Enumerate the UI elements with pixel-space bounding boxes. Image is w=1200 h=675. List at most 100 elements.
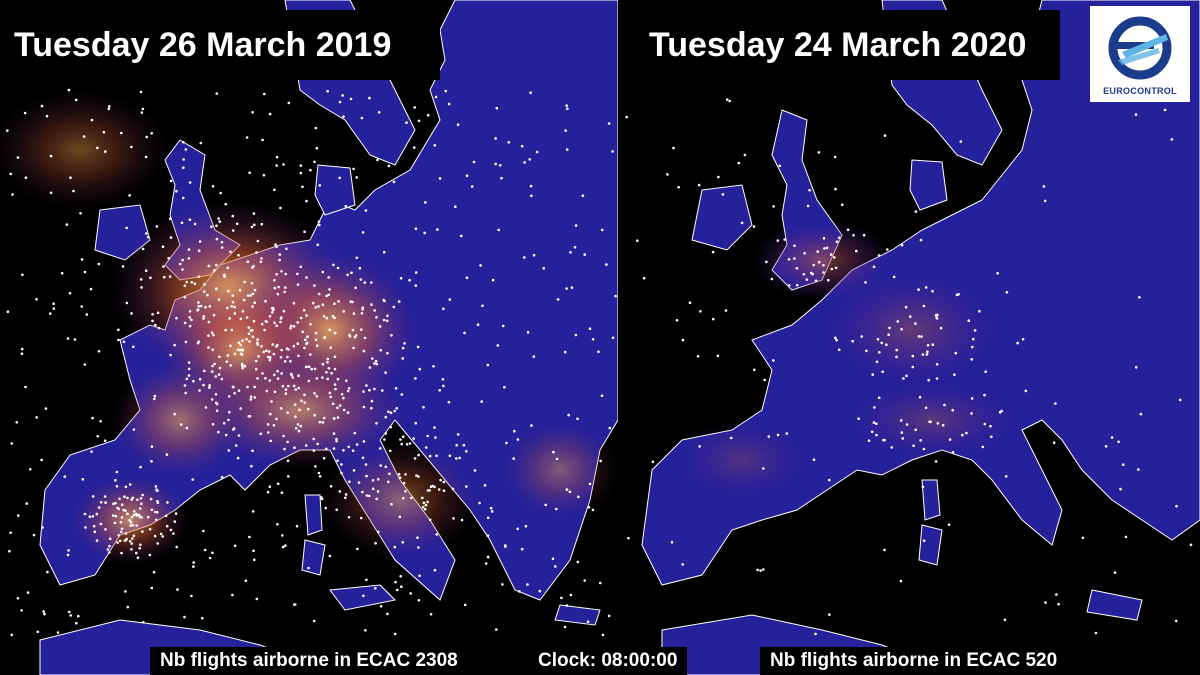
flight-dot [349, 300, 353, 303]
flight-dot [284, 544, 287, 547]
flight-dot [905, 423, 909, 426]
flight-dot [297, 374, 300, 378]
flight-dot [251, 292, 255, 296]
flight-dot [414, 377, 417, 380]
flight-dot [156, 499, 159, 503]
flight-dot [91, 495, 95, 498]
flight-dot [202, 315, 206, 318]
flight-dot [268, 315, 272, 318]
flight-dot [895, 355, 898, 359]
flight-dot [384, 371, 387, 374]
flight-dot [152, 570, 156, 574]
flight-dot [273, 279, 276, 282]
flight-dot [130, 498, 133, 501]
flight-dot [284, 272, 288, 276]
flight-dot [45, 114, 49, 118]
flight-dot [46, 570, 49, 574]
flight-dot [1124, 535, 1128, 539]
flight-dot [410, 496, 413, 500]
flight-dot [309, 168, 312, 172]
flight-dot [104, 528, 107, 531]
flight-dot [438, 177, 442, 180]
flight-dot [883, 134, 887, 137]
flight-dot [9, 172, 12, 176]
flight-dot [256, 239, 260, 243]
flight-dot [357, 481, 361, 484]
flight-dot [697, 183, 701, 187]
flight-dot [835, 240, 839, 243]
flight-dot [183, 615, 186, 619]
flight-dot [207, 334, 210, 337]
flight-dot [256, 377, 259, 380]
flight-dot [197, 301, 200, 304]
flight-dot [342, 449, 345, 452]
flight-dot [183, 321, 187, 325]
flight-dot [607, 122, 611, 125]
flight-dot [83, 363, 87, 366]
flight-dot [89, 287, 93, 291]
flight-dot [142, 621, 145, 624]
flight-dot [560, 596, 563, 600]
flight-dot [204, 305, 207, 309]
flight-dot [426, 113, 430, 117]
flight-dot [20, 352, 24, 356]
flight-dot [161, 535, 164, 538]
flight-dot [555, 457, 559, 461]
flight-dot [141, 530, 144, 533]
flight-dot [772, 205, 775, 208]
flight-dot [462, 443, 466, 447]
flight-dot [795, 267, 799, 270]
flight-dot [290, 373, 294, 377]
flight-dot [371, 479, 375, 482]
flight-dot [74, 98, 78, 102]
flight-dot [399, 277, 403, 280]
flight-dot [207, 264, 211, 268]
flight-dot [364, 209, 368, 212]
flight-dot [316, 442, 320, 446]
flight-dot [368, 388, 371, 392]
flight-dot [263, 92, 266, 96]
flight-dot [452, 517, 455, 520]
flight-dot [16, 597, 20, 600]
flight-dot [885, 343, 888, 347]
flight-dot [408, 442, 412, 445]
flight-dot [206, 293, 209, 297]
flight-dot [260, 257, 263, 260]
flight-dot [117, 328, 120, 332]
flight-dot [237, 253, 240, 257]
flight-dot [272, 352, 276, 356]
flight-dot [361, 456, 365, 460]
flight-dot [188, 218, 192, 221]
flight-dot [409, 592, 413, 595]
flight-dot [365, 578, 368, 582]
flight-dot [201, 616, 204, 620]
flight-dot [298, 408, 301, 412]
flight-dot [181, 196, 185, 200]
flight-dot [901, 437, 905, 440]
flight-dot [181, 258, 184, 262]
flight-dot [318, 420, 322, 424]
flight-dot [363, 281, 367, 284]
flight-dot [212, 333, 215, 337]
flight-dot [374, 359, 378, 363]
flight-dot [333, 331, 337, 335]
flight-dot [232, 427, 236, 430]
flight-dot [239, 317, 243, 321]
flight-dot [193, 282, 197, 286]
flight-dot [332, 447, 336, 450]
flight-dot [470, 185, 474, 188]
flight-dot [145, 135, 148, 139]
flight-dot [1003, 618, 1007, 622]
flight-dot [313, 367, 317, 371]
flight-dot [21, 273, 24, 277]
flight-dot [1117, 440, 1120, 444]
flight-dot [1081, 536, 1085, 540]
flight-dot [156, 511, 159, 514]
flight-dot [931, 343, 935, 347]
flight-dot [827, 278, 830, 282]
flight-dot [280, 372, 283, 375]
flight-dot [185, 280, 188, 284]
flight-dot [814, 279, 818, 283]
flight-dot [426, 489, 430, 492]
flight-dot [516, 438, 520, 441]
